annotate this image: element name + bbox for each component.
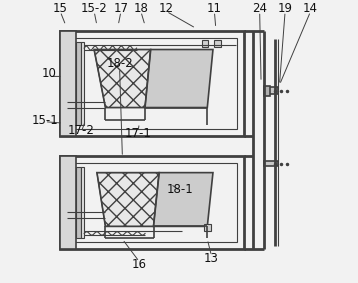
Polygon shape [154, 173, 213, 226]
Text: 15: 15 [53, 2, 68, 15]
Text: 11: 11 [207, 2, 222, 15]
Bar [76, 167, 81, 238]
Text: 10: 10 [42, 67, 56, 80]
Text: 14: 14 [303, 2, 318, 15]
Text: 17-2: 17-2 [68, 124, 95, 137]
Polygon shape [97, 173, 159, 226]
Text: 17: 17 [113, 2, 129, 15]
Bar [76, 42, 81, 125]
Bar [264, 87, 278, 94]
Bar [264, 86, 270, 96]
Text: 12: 12 [159, 2, 174, 15]
Text: 18-2: 18-2 [106, 57, 133, 70]
Text: 24: 24 [252, 2, 267, 15]
Bar [60, 156, 244, 249]
Text: 15-2: 15-2 [81, 2, 107, 15]
Bar [81, 42, 84, 125]
Text: 16: 16 [132, 258, 147, 271]
Polygon shape [94, 50, 151, 108]
Bar [202, 40, 208, 47]
Bar [67, 38, 237, 129]
Bar [214, 40, 221, 47]
Bar [60, 31, 244, 136]
Bar [204, 224, 211, 231]
Bar [81, 167, 84, 238]
Text: 18: 18 [134, 2, 148, 15]
Text: 17-1: 17-1 [125, 127, 151, 140]
Text: 19: 19 [277, 2, 292, 15]
Text: 18-1: 18-1 [167, 183, 194, 196]
Text: 15-1: 15-1 [31, 114, 58, 127]
Bar [60, 156, 76, 249]
Polygon shape [145, 50, 213, 108]
Text: 13: 13 [204, 252, 219, 265]
Bar [264, 161, 278, 166]
Bar [67, 163, 237, 242]
Bar [60, 31, 76, 136]
